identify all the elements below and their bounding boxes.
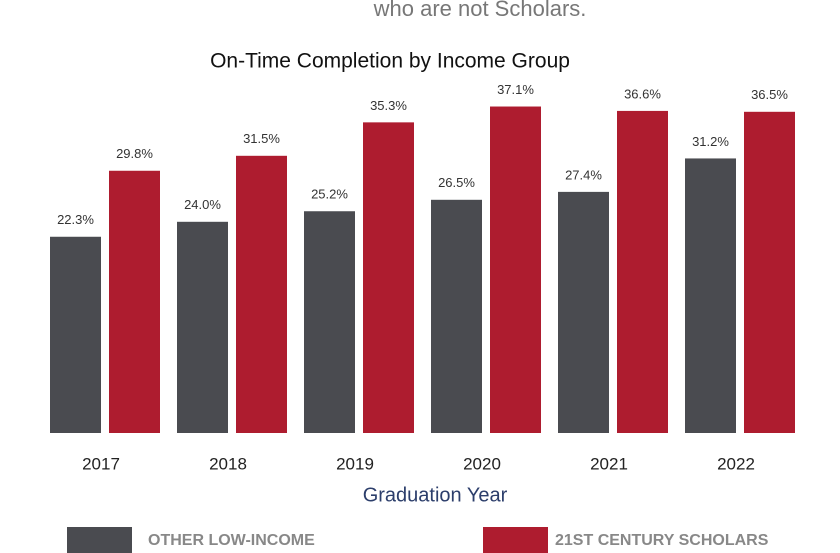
bar bbox=[685, 158, 736, 433]
x-axis-title: Graduation Year bbox=[363, 484, 508, 506]
bar bbox=[304, 211, 355, 433]
value-label: 29.8% bbox=[116, 146, 153, 161]
value-label: 36.5% bbox=[751, 87, 788, 102]
legend-label: 21ST CENTURY SCHOLARS bbox=[555, 532, 769, 549]
value-label: 36.6% bbox=[624, 86, 661, 101]
x-tick-label: 2021 bbox=[590, 454, 628, 473]
bar bbox=[236, 155, 287, 434]
value-label: 35.3% bbox=[370, 98, 407, 113]
value-label: 37.1% bbox=[497, 82, 534, 97]
value-label: 31.5% bbox=[243, 131, 280, 146]
value-label: 27.4% bbox=[565, 167, 602, 182]
bar bbox=[490, 106, 541, 434]
value-label: 22.3% bbox=[57, 212, 94, 227]
bar bbox=[363, 122, 414, 434]
x-tick-label: 2018 bbox=[209, 454, 247, 473]
legend-label: OTHER LOW-INCOME bbox=[148, 532, 315, 549]
legend-swatch bbox=[67, 527, 132, 553]
value-label: 31.2% bbox=[692, 134, 729, 149]
bar bbox=[617, 110, 668, 434]
x-tick-label: 2020 bbox=[463, 454, 501, 473]
bar bbox=[50, 236, 101, 433]
bar bbox=[109, 170, 160, 433]
legend-swatch bbox=[483, 527, 548, 553]
x-tick-label: 2017 bbox=[82, 454, 120, 473]
value-label: 26.5% bbox=[438, 175, 475, 190]
bar bbox=[177, 221, 228, 433]
bar bbox=[558, 191, 609, 433]
value-label: 25.2% bbox=[311, 187, 348, 202]
bar bbox=[744, 111, 795, 434]
x-tick-label: 2019 bbox=[336, 454, 374, 473]
value-label: 24.0% bbox=[184, 197, 221, 212]
chart-subtitle: who are not Scholars. bbox=[373, 0, 587, 21]
chart-title: On-Time Completion by Income Group bbox=[210, 50, 570, 73]
bar bbox=[431, 199, 482, 433]
x-tick-label: 2022 bbox=[717, 454, 755, 473]
